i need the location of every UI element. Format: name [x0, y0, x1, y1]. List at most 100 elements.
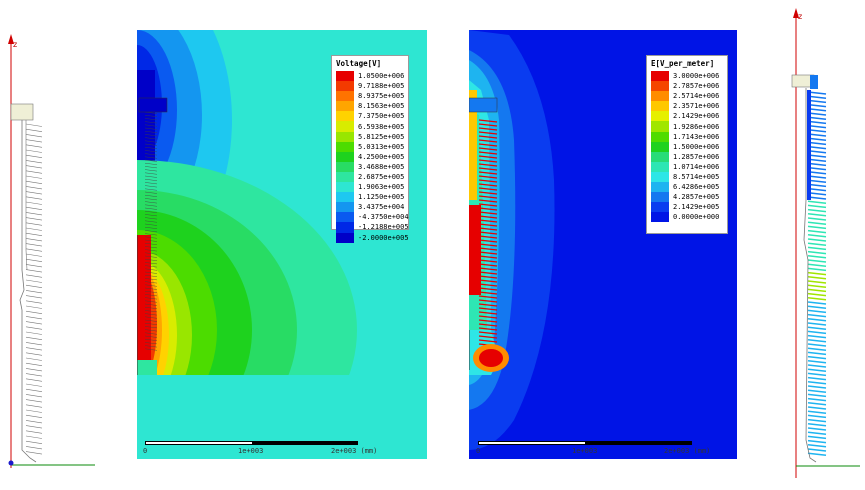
field-legend-row: 3.0000e+006 [651, 71, 723, 82]
shed-fin [478, 263, 498, 267]
shed-fin [25, 128, 43, 132]
voltage-legend-label: 2.6875e+005 [358, 172, 405, 181]
shed-fin [807, 309, 827, 314]
field-scale-bar [478, 441, 692, 445]
voltage-legend-label: 3.4375e+004 [358, 203, 405, 212]
shed-fin [144, 163, 158, 165]
shed-fin [478, 251, 498, 255]
shed-fin [25, 446, 43, 450]
shed-fin [25, 362, 43, 366]
voltage-legend-row: 6.5938e+005 [336, 121, 405, 132]
field-legend-row: 1.0714e+006 [651, 161, 723, 172]
shed-fin [478, 199, 498, 203]
shed-fin [144, 236, 158, 239]
shed-fin [807, 414, 827, 419]
shed-fin [144, 147, 158, 149]
shed-fin [25, 321, 43, 325]
shed-fin [144, 214, 158, 217]
shed-fin [478, 119, 498, 123]
shed-fin [144, 207, 158, 210]
shed-fin [478, 219, 498, 223]
shed-fin [478, 175, 498, 179]
shed-fin [807, 364, 827, 368]
shed-fin [144, 127, 158, 130]
shed-fin [144, 198, 158, 201]
shed-fin [478, 215, 498, 219]
shed-fin [144, 275, 158, 277]
field-legend-swatch [651, 71, 669, 82]
field-legend-swatch [651, 171, 669, 183]
voltage-legend-row: 5.8125e+005 [336, 131, 404, 142]
voltage-legend-row: 1.1250e+005 [336, 192, 405, 203]
shed-fin [478, 259, 498, 263]
shed-fin [144, 332, 158, 335]
shed-fin [25, 232, 43, 236]
shed-fin [478, 163, 498, 167]
field-legend-swatch [651, 111, 669, 122]
shed-fin [25, 300, 43, 304]
shed-fin [144, 175, 158, 178]
field-legend-label: 4.2857e+005 [673, 193, 720, 202]
voltage-legend-label: 1.1250e+005 [358, 193, 405, 202]
right-axis-z-label: z [798, 12, 803, 21]
shed-fin [807, 225, 827, 230]
voltage-legend-swatch [336, 192, 354, 203]
field-plot-panel [469, 30, 737, 459]
shed-fin [807, 376, 827, 381]
shed-fin [144, 191, 158, 194]
shed-fin [144, 230, 158, 233]
shed-fin [25, 217, 43, 221]
shed-fin [807, 427, 827, 431]
shed-fin [807, 288, 827, 293]
voltage-legend-label: 3.4688e+005 [358, 162, 405, 171]
field-legend-swatch [651, 91, 669, 102]
field-legend-swatch [651, 81, 669, 92]
shed-fin [807, 313, 827, 318]
shed-fin [807, 284, 827, 288]
shed-fin [807, 242, 827, 246]
field-legend-swatch [651, 141, 669, 152]
shed-fin [25, 347, 43, 351]
shed-fin [144, 150, 158, 153]
shed-fin [478, 183, 498, 187]
field-legend-label: 1.5000e+006 [673, 142, 720, 151]
field-contour-plot [469, 30, 737, 459]
shed-fin [25, 154, 43, 158]
shed-fin [144, 310, 158, 313]
shed-fin [478, 271, 498, 275]
shed-fin [25, 342, 43, 346]
voltage-legend-label: -2.0000e+005 [358, 233, 409, 242]
field-legend-label: 1.0714e+006 [673, 162, 720, 171]
voltage-legend-label: 5.0313e+005 [358, 142, 405, 151]
field-legend-label: 0.0000e+000 [673, 213, 720, 222]
shed-fin [25, 440, 43, 444]
voltage-scale-label-1: 1e+003 [238, 447, 264, 455]
shed-fin [478, 327, 498, 331]
field-legend-row: 2.1429e+005 [651, 202, 723, 213]
field-legend-swatch [651, 121, 669, 132]
voltage-legend-swatch [336, 71, 354, 82]
right-geometry-view: z [770, 0, 865, 486]
shed-fin [25, 326, 43, 330]
shed-fin [144, 271, 158, 274]
shed-fin [478, 195, 498, 199]
shed-fin [144, 278, 158, 281]
shed-fin [25, 258, 43, 262]
shed-fin [807, 347, 827, 351]
voltage-legend-row: 7.3750e+005 [336, 111, 404, 122]
voltage-legend-label: 6.5938e+005 [358, 122, 405, 131]
voltage-legend-label: 4.2500e+005 [358, 152, 405, 161]
shed-fin [144, 204, 158, 207]
field-legend-swatch [651, 192, 669, 203]
shed-fin [25, 295, 43, 299]
shed-fin [478, 171, 498, 175]
shed-fin [144, 297, 158, 300]
shed-fin [144, 307, 158, 309]
shed-fin [144, 159, 158, 162]
shed-fin [25, 274, 43, 278]
shed-fin [25, 383, 43, 387]
shed-fin [807, 444, 827, 448]
shed-fin [144, 329, 158, 332]
voltage-legend-row: 8.9375e+005 [336, 91, 404, 102]
shed-fin [807, 381, 827, 385]
